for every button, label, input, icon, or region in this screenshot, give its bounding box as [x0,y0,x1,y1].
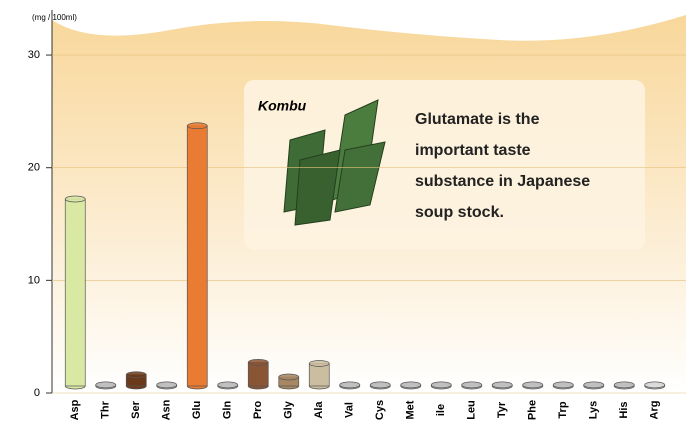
bar-cap [187,123,207,129]
note-text: Glutamate is the [415,111,540,128]
x-tick-label: Val [344,402,356,418]
chart: (mg / 100ml) Kombu 0 10 20 30 Glutamate is t… [0,0,686,423]
bar-cap [614,382,634,388]
bar-cap [157,382,177,388]
bar-cap [584,382,604,388]
bar [187,126,207,386]
x-tick-label: Trp [557,401,569,418]
x-tick-label: Phe [527,400,539,420]
bar [309,363,329,386]
x-tick-label: Leu [466,400,478,420]
x-tick-label: Arg [649,401,661,420]
x-tick-label: Cys [374,400,386,420]
y-tick-label: 10 [28,274,40,286]
bar-cap [248,359,268,365]
x-tick-label: Lys [588,401,600,420]
bar-cap [218,382,238,388]
x-tick-label: ile [435,404,447,416]
bar-cap [401,382,421,388]
bar-cap [431,382,451,388]
bar [248,362,268,386]
bar-cap [645,382,665,388]
bar-cap [96,382,116,388]
note-text: important taste [415,142,531,159]
x-tick-label: Glu [191,401,203,419]
x-tick-label: Thr [100,400,112,418]
bar-cap [126,372,146,378]
bar-cap [523,382,543,388]
x-tick-label: Ser [130,400,142,418]
bar-cap [340,382,360,388]
bar-cap [462,382,482,388]
unit-label: (mg / 100ml) [32,13,77,22]
bar [65,199,85,386]
x-tick-label: Asp [69,399,81,420]
bar-cap [65,196,85,202]
bar-cap [553,382,573,388]
bar-cap [370,382,390,388]
bar-cap [279,374,299,380]
y-tick-label: 30 [28,49,40,61]
x-tick-label: Gly [283,400,295,419]
x-tick-label: Pro [252,401,264,420]
x-tick-label: Met [405,400,417,419]
bar-cap [309,360,329,366]
x-tick-label: Gln [222,401,234,420]
note-text: substance in Japanese [415,173,590,190]
note-text: soup stock. [415,204,504,221]
x-tick-label: Tyr [496,401,508,418]
note-label: Kombu [258,98,307,114]
y-tick-label: 0 [34,387,40,399]
bar-cap [492,382,512,388]
y-tick-label: 20 [28,162,40,174]
x-tick-label: His [618,401,630,418]
x-tick-label: Asn [161,399,173,420]
x-tick-label: Ala [313,401,325,419]
